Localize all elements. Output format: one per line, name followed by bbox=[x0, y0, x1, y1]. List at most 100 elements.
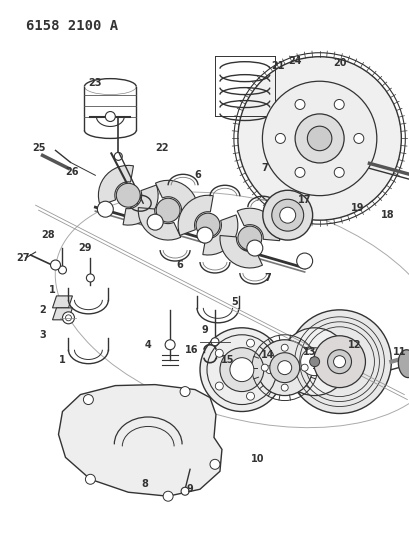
Text: 1: 1 bbox=[49, 285, 56, 295]
Text: 29: 29 bbox=[79, 243, 92, 253]
Circle shape bbox=[200, 328, 283, 411]
Circle shape bbox=[246, 240, 262, 256]
Circle shape bbox=[246, 339, 254, 347]
Circle shape bbox=[114, 152, 122, 160]
Polygon shape bbox=[138, 207, 180, 240]
Circle shape bbox=[196, 213, 219, 237]
Text: 7: 7 bbox=[264, 273, 270, 283]
Circle shape bbox=[163, 491, 173, 501]
Polygon shape bbox=[178, 195, 213, 236]
Text: 3: 3 bbox=[39, 330, 46, 340]
Text: 11: 11 bbox=[392, 346, 405, 357]
Circle shape bbox=[275, 133, 285, 143]
Circle shape bbox=[97, 201, 113, 217]
Circle shape bbox=[219, 348, 263, 392]
Circle shape bbox=[65, 315, 71, 321]
Circle shape bbox=[116, 183, 140, 207]
Circle shape bbox=[327, 350, 351, 374]
Circle shape bbox=[215, 349, 223, 357]
Circle shape bbox=[165, 340, 175, 350]
Circle shape bbox=[265, 366, 273, 374]
Text: 9: 9 bbox=[186, 484, 193, 494]
Circle shape bbox=[85, 474, 95, 484]
Polygon shape bbox=[220, 236, 262, 268]
Circle shape bbox=[50, 260, 61, 270]
Text: 14: 14 bbox=[261, 350, 274, 360]
Circle shape bbox=[333, 167, 344, 177]
Circle shape bbox=[86, 274, 94, 282]
Text: 4: 4 bbox=[144, 340, 151, 350]
Polygon shape bbox=[98, 165, 133, 205]
Circle shape bbox=[209, 459, 219, 470]
Circle shape bbox=[197, 227, 212, 243]
Polygon shape bbox=[52, 296, 72, 308]
Circle shape bbox=[280, 328, 348, 395]
Circle shape bbox=[156, 198, 180, 222]
Text: 24: 24 bbox=[287, 56, 301, 66]
Text: 1: 1 bbox=[59, 354, 66, 365]
Text: 8: 8 bbox=[142, 479, 148, 489]
Circle shape bbox=[256, 340, 312, 395]
Text: 6: 6 bbox=[176, 260, 183, 270]
Polygon shape bbox=[58, 385, 221, 496]
Polygon shape bbox=[52, 308, 72, 320]
Circle shape bbox=[62, 312, 74, 324]
Polygon shape bbox=[202, 215, 237, 255]
Text: 10: 10 bbox=[250, 454, 264, 464]
Circle shape bbox=[271, 199, 303, 231]
Circle shape bbox=[262, 190, 312, 240]
Text: 26: 26 bbox=[65, 167, 79, 177]
Circle shape bbox=[229, 358, 253, 382]
Circle shape bbox=[211, 338, 218, 346]
Circle shape bbox=[147, 214, 163, 230]
Polygon shape bbox=[237, 208, 279, 241]
Text: 9: 9 bbox=[201, 325, 208, 335]
Text: 7: 7 bbox=[261, 163, 267, 173]
Text: 20: 20 bbox=[332, 58, 346, 68]
Circle shape bbox=[307, 126, 331, 151]
Circle shape bbox=[83, 394, 93, 405]
Circle shape bbox=[294, 100, 304, 109]
Ellipse shape bbox=[397, 350, 409, 377]
Text: 22: 22 bbox=[155, 143, 169, 154]
Circle shape bbox=[294, 167, 304, 177]
Circle shape bbox=[261, 364, 267, 371]
Text: 21: 21 bbox=[270, 61, 284, 71]
Text: 2: 2 bbox=[39, 305, 46, 315]
Circle shape bbox=[277, 361, 291, 375]
Circle shape bbox=[269, 353, 299, 383]
Circle shape bbox=[237, 56, 400, 220]
Circle shape bbox=[237, 226, 261, 250]
Text: 13: 13 bbox=[302, 346, 316, 357]
Text: 12: 12 bbox=[347, 340, 360, 350]
Text: 16: 16 bbox=[185, 345, 198, 355]
Polygon shape bbox=[155, 180, 198, 213]
Circle shape bbox=[181, 487, 189, 495]
Circle shape bbox=[180, 386, 190, 397]
Polygon shape bbox=[123, 185, 158, 225]
Text: 19: 19 bbox=[350, 203, 363, 213]
Text: 27: 27 bbox=[16, 253, 29, 263]
Circle shape bbox=[58, 266, 66, 274]
Circle shape bbox=[262, 81, 376, 196]
Text: 6: 6 bbox=[194, 171, 201, 180]
Text: 25: 25 bbox=[32, 143, 45, 154]
Text: 6158 2100 A: 6158 2100 A bbox=[25, 19, 117, 33]
Circle shape bbox=[309, 357, 319, 367]
Circle shape bbox=[294, 114, 343, 163]
Circle shape bbox=[313, 336, 364, 387]
Text: 5: 5 bbox=[231, 297, 238, 307]
Circle shape bbox=[300, 348, 328, 376]
Text: 15: 15 bbox=[220, 354, 234, 365]
Circle shape bbox=[353, 133, 363, 143]
Text: 23: 23 bbox=[88, 78, 102, 87]
Circle shape bbox=[333, 356, 345, 368]
Circle shape bbox=[105, 111, 115, 122]
Circle shape bbox=[287, 310, 391, 414]
Text: 28: 28 bbox=[42, 230, 55, 240]
Circle shape bbox=[296, 253, 312, 269]
Circle shape bbox=[281, 344, 288, 351]
Circle shape bbox=[279, 207, 295, 223]
Text: 17: 17 bbox=[297, 195, 311, 205]
Circle shape bbox=[246, 392, 254, 400]
